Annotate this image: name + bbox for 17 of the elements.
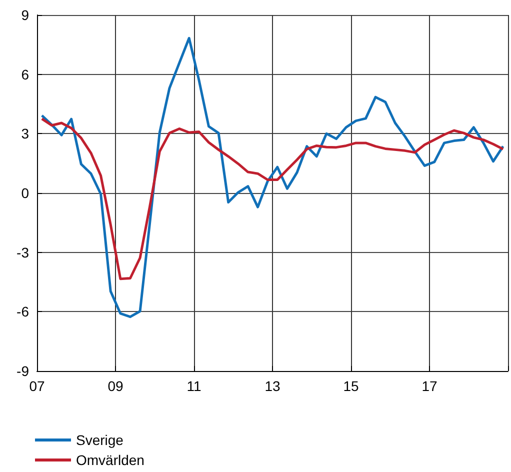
y-tick-label: -6 [16,304,30,320]
y-tick-label: 0 [21,185,30,201]
y-tick-label: 6 [21,66,30,82]
x-tick-label: 09 [108,378,124,394]
y-tick-label: -9 [16,363,30,379]
legend-label: Sverige [76,432,124,448]
line-series [40,118,504,280]
legend-label: Omvärlden [76,452,144,468]
y-tick-label: 9 [21,7,30,23]
x-tick-label: 13 [264,378,280,394]
y-tick-label: 3 [21,126,30,142]
x-tick-label: 15 [343,378,359,394]
x-tick-label: 07 [29,378,45,394]
x-tick-label: 11 [186,378,202,394]
y-tick-label: -3 [16,244,30,260]
x-tick-label: 17 [422,378,438,394]
line-series [40,36,504,318]
